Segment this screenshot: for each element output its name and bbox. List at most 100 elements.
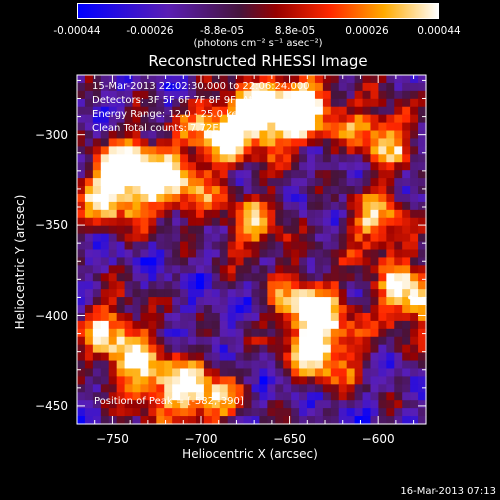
heatmap-cell xyxy=(370,201,380,211)
heatmap-cell xyxy=(299,75,308,84)
heatmap-cell xyxy=(203,114,213,124)
heatmap-cell xyxy=(307,106,316,116)
heatmap-cell xyxy=(322,201,332,211)
heatmap-cell xyxy=(180,352,189,362)
heatmap-cell xyxy=(418,408,427,417)
heatmap-cell xyxy=(100,281,110,290)
heatmap-cell xyxy=(394,297,403,306)
heatmap-cell xyxy=(259,265,268,274)
heatmap-cell xyxy=(140,233,149,243)
heatmap-cell xyxy=(338,392,348,401)
heatmap-cell xyxy=(314,352,324,362)
heatmap-cell xyxy=(219,400,229,409)
heatmap-cell xyxy=(77,384,86,393)
heatmap-cell xyxy=(211,170,221,179)
heatmap-cell xyxy=(394,217,403,227)
heatmap-cell xyxy=(275,265,284,274)
heatmap-cell xyxy=(330,312,340,322)
heatmap-cell xyxy=(410,320,419,330)
heatmap-cell xyxy=(267,384,276,393)
heatmap-cell xyxy=(370,162,380,171)
heatmap-cell xyxy=(227,217,237,227)
heatmap-cell xyxy=(307,352,316,362)
heatmap-cell xyxy=(251,344,261,354)
heatmap-cell xyxy=(418,241,427,251)
heatmap-cell xyxy=(227,106,237,116)
heatmap-cell xyxy=(354,114,364,124)
heatmap-cell xyxy=(219,162,229,171)
heatmap-cell xyxy=(275,336,284,346)
heatmap-cell xyxy=(283,193,292,203)
heatmap-cell xyxy=(299,241,308,251)
heatmap-cell xyxy=(370,186,380,195)
heatmap-cell xyxy=(180,217,189,227)
heatmap-cell xyxy=(243,281,253,290)
heatmap-cell xyxy=(243,82,253,92)
heatmap-cell xyxy=(259,384,268,393)
heatmap-cell xyxy=(394,138,403,147)
heatmap-cell xyxy=(251,273,261,282)
heatmap-cell xyxy=(386,114,395,124)
heatmap-cell xyxy=(227,90,237,100)
heatmap-cell xyxy=(275,138,284,147)
heatmap-cell xyxy=(100,265,110,274)
heatmap-cell xyxy=(275,75,284,84)
heatmap-cell xyxy=(275,98,284,108)
heatmap-cell xyxy=(267,130,276,140)
heatmap-cell xyxy=(116,138,126,147)
heatmap-cell xyxy=(322,368,332,378)
heatmap-cell xyxy=(307,408,316,417)
heatmap-cell xyxy=(330,265,340,274)
heatmap-cell xyxy=(283,90,292,100)
heatmap-cell xyxy=(362,241,372,251)
heatmap-cell xyxy=(259,344,268,354)
heatmap-cell xyxy=(84,186,94,195)
heatmap-cell xyxy=(211,344,221,354)
heatmap-cell xyxy=(275,106,284,116)
heatmap-cell xyxy=(219,289,229,298)
heatmap-cell xyxy=(291,360,300,370)
heatmap-cell xyxy=(140,408,149,417)
heatmap-cell xyxy=(291,376,300,385)
heatmap-cell xyxy=(307,209,316,219)
heatmap-cell xyxy=(362,154,372,163)
heatmap-cell xyxy=(299,400,308,409)
heatmap-cell xyxy=(386,249,395,259)
heatmap-cell xyxy=(100,178,110,187)
heatmap-cell xyxy=(148,297,157,306)
heatmap-cell xyxy=(275,400,284,409)
heatmap-cell xyxy=(124,384,134,393)
heatmap-cell xyxy=(132,75,142,84)
heatmap-cell xyxy=(164,193,173,203)
heatmap-cell xyxy=(243,209,253,219)
heatmap-cell xyxy=(251,305,261,314)
heatmap-cell xyxy=(116,146,126,155)
heatmap-cell xyxy=(346,400,356,409)
heatmap-cell xyxy=(259,178,268,187)
heatmap-cell xyxy=(164,312,173,322)
heatmap-cell xyxy=(227,352,237,362)
heatmap-cell xyxy=(283,360,292,370)
heatmap-cell xyxy=(156,162,165,171)
heatmap-cell xyxy=(219,297,229,306)
heatmap-cell xyxy=(259,162,268,171)
heatmap-cell xyxy=(314,273,324,282)
heatmap-cell xyxy=(77,217,86,227)
heatmap-cell xyxy=(338,297,348,306)
heatmap-cell xyxy=(378,130,387,140)
heatmap-cell xyxy=(219,416,229,425)
heatmap-cell xyxy=(362,305,372,314)
heatmap-cell xyxy=(148,217,157,227)
heatmap-cell xyxy=(77,225,86,235)
heatmap-cell xyxy=(338,130,348,140)
heatmap-cell xyxy=(211,241,221,251)
heatmap-cell xyxy=(402,368,411,378)
heatmap-cell xyxy=(140,217,149,227)
heatmap-cell xyxy=(291,249,300,259)
heatmap-cell xyxy=(362,130,372,140)
heatmap-cell xyxy=(283,82,292,92)
heatmap-cell xyxy=(100,146,110,155)
heatmap-cell xyxy=(402,320,411,330)
heatmap-cell xyxy=(386,297,395,306)
heatmap-cell xyxy=(338,376,348,385)
